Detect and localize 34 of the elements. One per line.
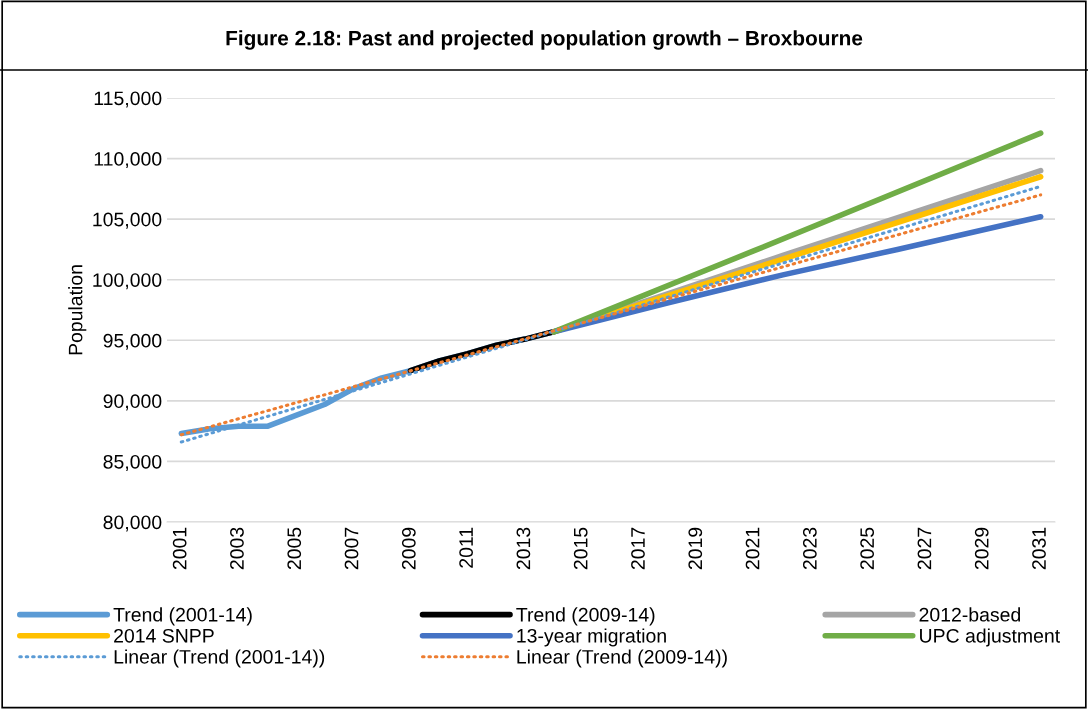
legend-label: 2014 SNPP <box>114 628 214 643</box>
y-axis-title: Population <box>68 265 87 355</box>
x-tick-label: 2007 <box>344 527 359 570</box>
legend-label: Trend (2009-14) <box>516 607 655 626</box>
x-tick-label: 2017 <box>631 527 645 570</box>
legend-label: Linear (Trend (2001-14)) <box>114 649 325 668</box>
x-tick-label: 2029 <box>974 527 989 570</box>
x-tick-label: 2013 <box>516 527 531 570</box>
x-tick-label: 2025 <box>860 527 875 570</box>
y-tick-label: 105,000 <box>93 212 162 229</box>
x-tick-label: 2009 <box>401 527 416 570</box>
x-tick-label: 2031 <box>1032 527 1046 570</box>
y-tick-label: 90,000 <box>103 394 162 411</box>
legend-label: 2012-based <box>919 607 1021 622</box>
x-tick-label: 2027 <box>917 527 932 570</box>
x-tick-label: 2005 <box>287 527 302 570</box>
y-tick-label: 95,000 <box>103 333 162 350</box>
legend-label: 13-year migration <box>517 628 666 647</box>
x-tick-label: 2015 <box>573 527 588 570</box>
y-tick-label: 100,000 <box>93 273 162 290</box>
y-tick-label: 85,000 <box>103 454 162 471</box>
x-tick-label: 2021 <box>745 527 760 570</box>
y-tick-label: 110,000 <box>94 152 162 169</box>
legend-label: UPC adjustment <box>920 628 1060 647</box>
chart-title: Figure 2.18: Past and projected population growth – Broxbourne <box>226 30 863 50</box>
legend-label: Linear (Trend (2009-14)) <box>517 649 727 668</box>
y-tick-label: 80,000 <box>103 515 162 532</box>
y-tick-label: 115,000 <box>94 91 162 108</box>
x-tick-label: 2001 <box>172 527 187 570</box>
x-tick-label: 2011 <box>459 527 473 568</box>
x-tick-label: 2023 <box>802 527 817 570</box>
legend-label: Trend (2001-14) <box>113 607 252 626</box>
x-tick-label: 2003 <box>230 527 244 570</box>
x-tick-label: 2019 <box>688 527 703 570</box>
